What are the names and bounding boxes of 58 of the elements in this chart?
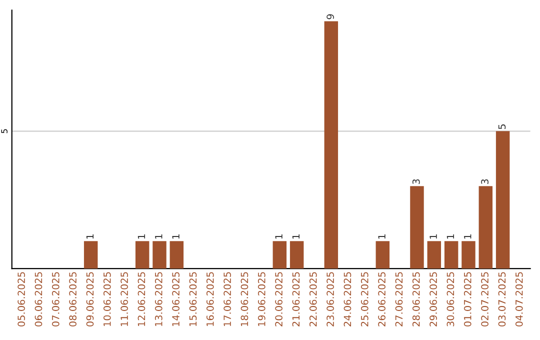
data-label: 3: [481, 179, 488, 184]
x-tick-label: 16.06.2025: [206, 272, 214, 326]
bar: [290, 241, 304, 269]
bar: [444, 241, 458, 269]
data-label: 1: [172, 234, 180, 239]
x-tick-label: 04.07.2025: [515, 272, 523, 326]
data-label: 1: [155, 234, 162, 239]
data-label: 1: [378, 234, 386, 239]
bar: [170, 241, 184, 269]
x-tick-label: 14.06.2025: [172, 272, 180, 326]
bar: [462, 241, 476, 269]
data-label: 3: [412, 179, 420, 184]
bar: [84, 241, 98, 269]
data-label: 1: [292, 234, 300, 239]
x-tick-label: 11.06.2025: [120, 272, 128, 326]
x-tick-label: 19.06.2025: [258, 272, 266, 326]
x-tick-label: 29.06.2025: [430, 272, 437, 326]
x-tick-label: 23.06.2025: [326, 272, 334, 326]
x-tick-label: 05.06.2025: [18, 272, 25, 326]
bar: [324, 21, 338, 269]
x-tick-label: 13.06.2025: [154, 272, 162, 326]
data-label: 1: [86, 234, 94, 239]
data-label: 1: [275, 234, 282, 239]
x-tick-label: 21.06.2025: [292, 272, 300, 326]
bar: [135, 241, 150, 269]
bar: [376, 241, 390, 269]
x-tick-label: 02.07.2025: [481, 272, 488, 326]
x-tick-label: 26.06.2025: [378, 272, 386, 326]
data-label: 1: [138, 234, 146, 239]
bar: [272, 241, 287, 269]
bar: [478, 186, 493, 269]
x-tick-label: 09.06.2025: [86, 272, 94, 326]
x-tick-label: 12.06.2025: [138, 272, 146, 326]
x-tick-label: 25.06.2025: [360, 272, 368, 326]
x-tick-label: 03.07.2025: [498, 272, 506, 326]
x-tick-label: 07.06.2025: [52, 272, 60, 326]
x-tick-label: 24.06.2025: [344, 272, 352, 326]
x-tick-label: 08.06.2025: [69, 272, 76, 326]
x-tick-label: 10.06.2025: [103, 272, 111, 326]
x-tick-label: 22.06.2025: [309, 272, 317, 326]
data-label: 1: [430, 234, 437, 239]
x-tick-label: 20.06.2025: [275, 272, 282, 326]
x-tick-label: 28.06.2025: [412, 272, 420, 326]
bar: [410, 186, 424, 269]
data-label: 9: [326, 14, 334, 20]
x-tick-label: 27.06.2025: [395, 272, 403, 326]
x-tick-label: 15.06.2025: [189, 272, 197, 326]
data-label: 1: [464, 234, 472, 239]
bar: [152, 241, 166, 269]
x-tick-label: 30.06.2025: [446, 272, 454, 326]
x-tick-label: 17.06.2025: [224, 272, 231, 326]
bar: [427, 241, 442, 269]
bar: [496, 131, 510, 269]
x-tick-label: 18.06.2025: [240, 272, 248, 326]
x-tick-label: 01.07.2025: [464, 272, 472, 326]
x-tick-label: 06.06.2025: [34, 272, 42, 326]
data-label: 5: [498, 124, 506, 130]
data-label: 1: [446, 234, 454, 239]
